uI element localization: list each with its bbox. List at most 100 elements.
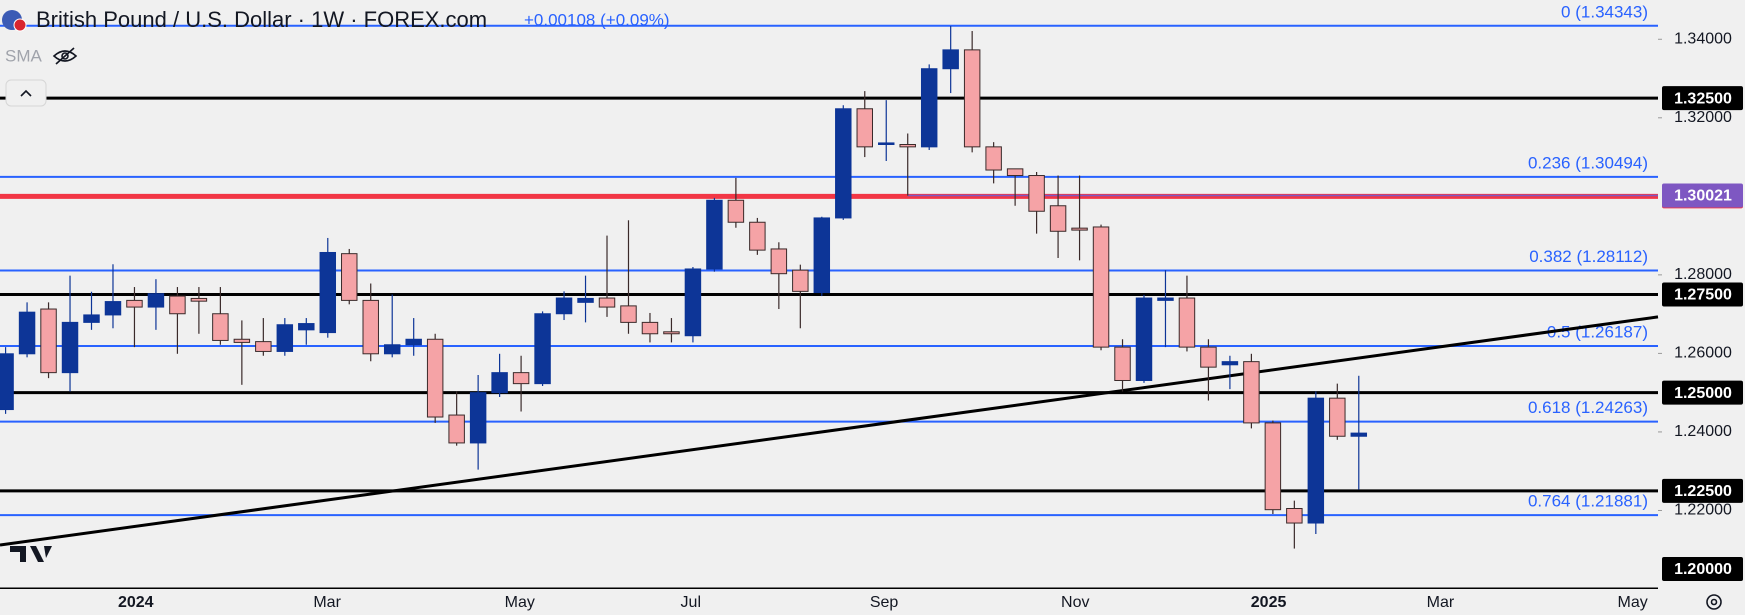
candle-body <box>1071 227 1088 231</box>
y-tick-label: 1.34000 <box>1674 30 1732 47</box>
x-tick-label: Sep <box>870 594 899 611</box>
x-tick-label: Nov <box>1061 594 1089 611</box>
level-price-box <box>1662 282 1743 307</box>
candle-body <box>233 338 251 343</box>
level-price-label: 1.32500 <box>1674 90 1732 107</box>
candle-body <box>1243 361 1260 424</box>
candle-body <box>727 199 745 223</box>
flag-icon <box>13 18 27 32</box>
candle-body <box>1286 508 1303 524</box>
x-tick-label: Mar <box>313 594 341 611</box>
level-price-box <box>1662 478 1743 503</box>
hide-icon[interactable] <box>52 47 78 65</box>
candle-body <box>319 251 337 334</box>
candle-body <box>1350 432 1368 437</box>
trendline <box>0 315 1659 547</box>
candle-body <box>190 297 208 302</box>
fib-label: 0.618 (1.24263) <box>1528 398 1648 417</box>
level-price-label: 1.20000 <box>1674 561 1732 578</box>
level-price-box <box>1662 183 1743 208</box>
candle-body <box>491 372 508 394</box>
candle-body <box>856 108 873 148</box>
fib-label: 0.236 (1.30494) <box>1528 153 1648 172</box>
fib-label: 0.764 (1.21881) <box>1528 492 1648 511</box>
y-tick-label: 1.24000 <box>1674 423 1732 440</box>
level-price-box <box>1662 380 1743 405</box>
candle-body <box>920 68 938 148</box>
candle-body <box>1329 397 1346 437</box>
candle-body <box>963 49 981 148</box>
candle-body <box>1135 297 1153 381</box>
level-price-box <box>1662 557 1743 581</box>
x-tick-label: May <box>505 594 535 611</box>
axes: 1.22000 1.24000 1.26000 1.28000 1.32000 1.340… <box>118 30 1743 611</box>
candle-body <box>835 108 852 219</box>
symbol-title: British Pound / U.S. Dollar · 1W · FOREX… <box>36 7 487 32</box>
candle-body <box>362 299 379 355</box>
candle-body <box>942 49 959 70</box>
candle-body <box>684 268 702 337</box>
level-price-label: 1.30021 <box>1674 188 1732 205</box>
plot: 0 (1.34343) 0.236 (1.30494) 0.382 (1.28112… <box>0 2 1659 591</box>
candle-body <box>1264 422 1282 511</box>
candle-body <box>104 301 122 316</box>
candle-body <box>126 299 143 308</box>
candle-body <box>598 297 616 308</box>
candle-body <box>899 144 916 148</box>
x-tick-label: Mar <box>1427 594 1455 611</box>
y-tick-label: 1.28000 <box>1674 266 1732 283</box>
candle-body <box>1200 346 1217 368</box>
candle-body <box>448 414 465 444</box>
candle-body <box>878 142 895 146</box>
candle-body <box>620 305 637 323</box>
y-tick-label: 1.32000 <box>1674 109 1732 126</box>
candle-body <box>383 344 401 355</box>
header: British Pound / U.S. Dollar · 1W · FOREX… <box>2 7 670 107</box>
level-price-box <box>1662 86 1743 111</box>
price-change: +0.00108 (+0.09%) <box>524 10 670 29</box>
candle-body <box>255 341 272 352</box>
candle-body <box>706 199 723 270</box>
candle-body <box>512 372 530 385</box>
candle-body <box>469 392 487 444</box>
candle-body <box>83 314 100 323</box>
tv-logo <box>10 546 52 562</box>
x-tick-label: 2024 <box>118 594 154 611</box>
x-tick-label: Jul <box>681 594 701 611</box>
candle-body <box>534 313 551 385</box>
candle-body <box>61 321 79 374</box>
candle-body <box>1092 226 1110 348</box>
candle-body <box>641 321 659 335</box>
fib-label: 0 (1.34343) <box>1561 2 1648 21</box>
level-price-label: 1.25000 <box>1674 385 1732 402</box>
candle-body <box>212 313 229 341</box>
y-tick-label: 1.22000 <box>1674 502 1732 519</box>
candle-body <box>276 324 294 352</box>
candle-body <box>1157 297 1174 301</box>
candle-body <box>985 146 1002 171</box>
candle-body <box>792 269 809 292</box>
candle-body <box>1114 346 1131 381</box>
indicator-label: SMA <box>5 46 43 65</box>
candle-body <box>40 308 57 374</box>
candle-body <box>577 297 594 303</box>
candle-body <box>770 248 788 275</box>
candle-body <box>1006 168 1024 177</box>
x-tick-label: 2025 <box>1251 594 1287 611</box>
settings-icon[interactable] <box>1706 594 1722 610</box>
candle-body <box>749 221 766 251</box>
candle-body <box>426 338 444 418</box>
candle-body <box>0 353 14 411</box>
candle-body <box>1049 205 1067 232</box>
candle-body <box>298 323 315 331</box>
y-tick-label: 1.26000 <box>1674 345 1732 362</box>
level-price-label: 1.22500 <box>1674 483 1732 500</box>
candle-body <box>1028 175 1045 212</box>
candle-body <box>341 253 358 301</box>
collapse-button[interactable] <box>5 79 47 107</box>
candle-body <box>405 338 422 346</box>
candle-body <box>813 217 831 294</box>
